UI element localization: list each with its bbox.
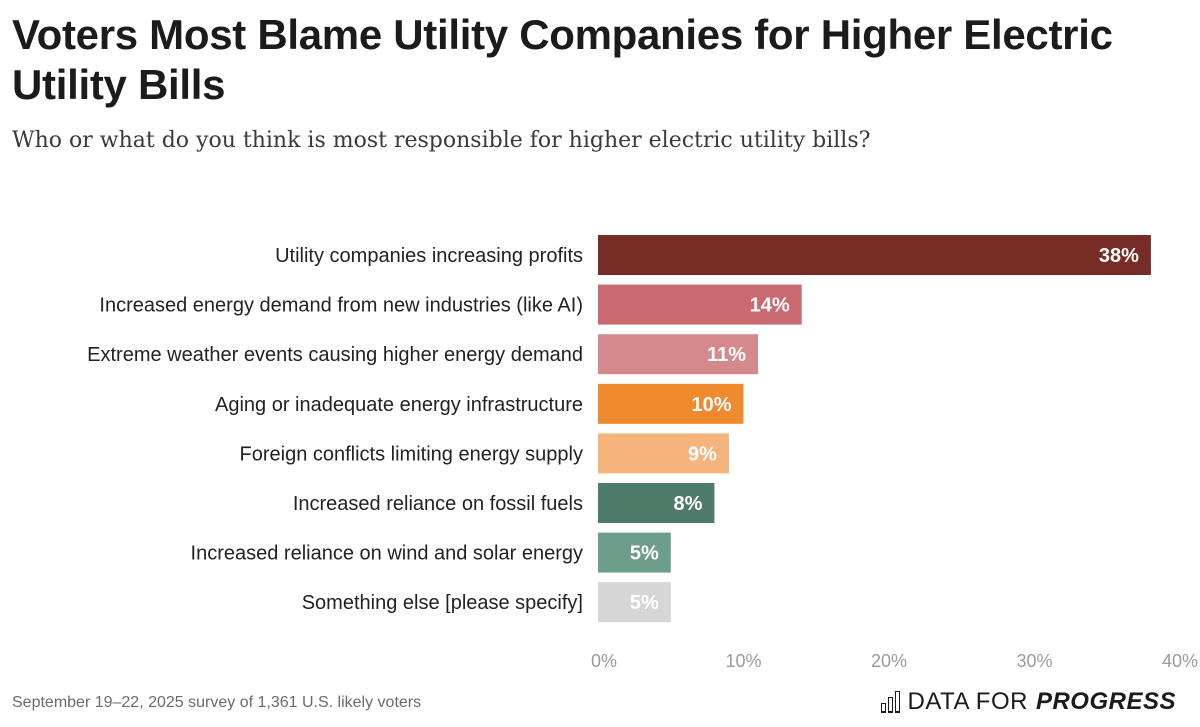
category-label: Extreme weather events causing higher en… <box>87 344 583 366</box>
value-label: 14% <box>750 295 790 317</box>
category-label: Foreign conflicts limiting energy supply <box>240 443 584 465</box>
value-label: 10% <box>691 394 731 416</box>
bar <box>598 383 744 424</box>
x-tick-label: 10% <box>725 651 761 671</box>
x-tick-label: 30% <box>1016 651 1052 671</box>
category-label: Increased energy demand from new industr… <box>99 295 583 317</box>
value-label: 9% <box>688 443 717 465</box>
bar <box>598 582 671 623</box>
value-label: 5% <box>630 592 659 614</box>
value-label: 38% <box>1099 245 1139 267</box>
bar <box>598 334 759 375</box>
category-label: Something else [please specify] <box>302 592 583 614</box>
brand-logo: DATA FOR PROGRESS <box>880 688 1176 716</box>
brand-prefix: DATA FOR <box>907 688 1028 715</box>
survey-note: September 19–22, 2025 survey of 1,361 U.… <box>12 694 422 711</box>
brand-strong: PROGRESS <box>1035 688 1176 715</box>
category-label: Increased reliance on wind and solar ene… <box>191 543 583 565</box>
x-tick-label: 40% <box>1162 651 1198 671</box>
value-label: 5% <box>630 543 659 565</box>
category-label: Utility companies increasing profits <box>275 245 583 267</box>
bar <box>598 433 729 474</box>
bar <box>598 235 1151 275</box>
bar <box>598 532 671 573</box>
bar-chart-icon <box>880 691 900 713</box>
x-tick-label: 0% <box>591 651 617 671</box>
bar <box>598 284 802 325</box>
chart-subtitle: Who or what do you think is most respons… <box>12 128 871 153</box>
category-label: Aging or inadequate energy infrastructur… <box>215 394 583 416</box>
x-tick-label: 20% <box>871 651 907 671</box>
value-label: 8% <box>673 493 702 515</box>
bar <box>598 483 715 523</box>
category-label: Increased reliance on fossil fuels <box>293 493 583 515</box>
chart-title: Voters Most Blame Utility Companies for … <box>12 11 1113 108</box>
value-label: 11% <box>707 344 746 366</box>
